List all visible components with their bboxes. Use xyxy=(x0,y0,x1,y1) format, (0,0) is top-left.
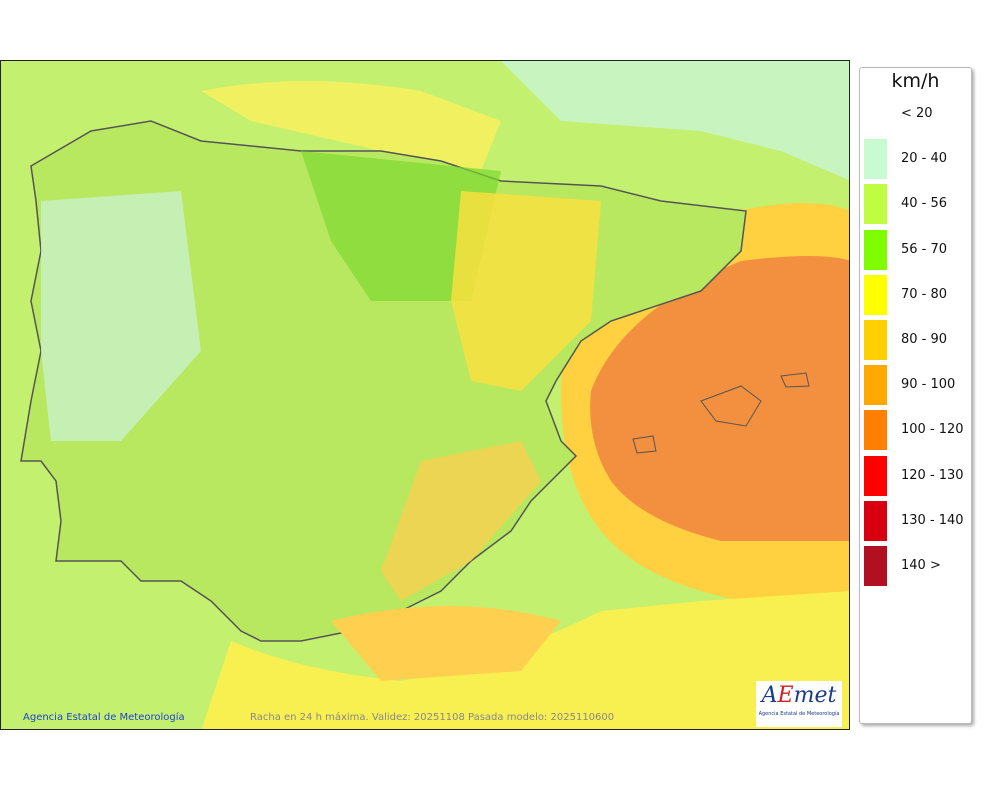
legend-label: 70 - 80 xyxy=(901,286,948,302)
legend-swatch xyxy=(864,500,887,541)
legend-item: 20 - 40 xyxy=(864,139,968,180)
gust-zone-southeast xyxy=(381,441,541,601)
legend-swatch xyxy=(864,229,887,270)
legend-label: 100 - 120 xyxy=(901,422,964,438)
legend-item: 130 - 140 xyxy=(864,500,968,541)
legend-item: < 20 xyxy=(864,94,968,134)
calm-zone-france xyxy=(501,61,849,181)
legend-unit: km/h xyxy=(891,70,940,92)
gust-zone-north xyxy=(301,151,501,301)
legend-swatch xyxy=(864,365,887,406)
map-graphic xyxy=(1,61,849,729)
island-menorca xyxy=(780,372,810,388)
gust-zone-alboran xyxy=(331,606,561,681)
legend-item: 56 - 70 xyxy=(864,229,968,270)
legend-item: 90 - 100 xyxy=(864,365,968,406)
legend-item: 40 - 56 xyxy=(864,184,968,225)
legend: km/h < 20 20 - 40 40 - 56 56 - 70 70 - 80 80 … xyxy=(859,67,972,724)
legend-item: 70 - 80 xyxy=(864,274,968,315)
legend-item: 100 - 120 xyxy=(864,410,968,451)
gust-zone-bay-of-biscay xyxy=(201,81,501,171)
calm-zone-west xyxy=(41,191,201,441)
legend-label: 140 > xyxy=(901,558,941,573)
legend-item: 140 > xyxy=(864,546,968,586)
legend-label: 90 - 100 xyxy=(901,377,956,393)
legend-swatch xyxy=(864,546,887,586)
legend-label: < 20 xyxy=(901,106,933,121)
aemet-logo: AEmet Agencia Estatal de Meteorología xyxy=(756,681,842,727)
legend-label: 56 - 70 xyxy=(901,241,948,257)
logo-subtitle: Agencia Estatal de Meteorología xyxy=(758,711,840,717)
legend-swatch xyxy=(864,410,887,451)
legend-label: 80 - 90 xyxy=(901,332,948,347)
legend-swatch xyxy=(864,274,887,315)
legend-swatch xyxy=(864,184,887,225)
legend-label: 120 - 130 xyxy=(901,467,964,483)
legend-item: 80 - 90 xyxy=(864,320,968,360)
wind-gust-map: Agencia Estatal de Meteorología Racha en… xyxy=(0,60,850,730)
legend-swatch xyxy=(864,455,887,496)
legend-swatch xyxy=(864,320,887,360)
legend-label: 130 - 140 xyxy=(901,512,964,528)
legend-label: 40 - 56 xyxy=(901,196,948,212)
map-caption: Racha en 24 h máxima. Validez: 20251108 … xyxy=(250,712,615,723)
legend-label: 20 - 40 xyxy=(901,151,948,167)
island-ibiza xyxy=(632,435,657,454)
copyright-credit: Agencia Estatal de Meteorología xyxy=(23,712,185,723)
legend-swatch xyxy=(864,139,887,180)
gust-zone-ebro xyxy=(451,191,601,391)
island-mallorca xyxy=(700,385,762,427)
legend-item: 120 - 130 xyxy=(864,455,968,496)
